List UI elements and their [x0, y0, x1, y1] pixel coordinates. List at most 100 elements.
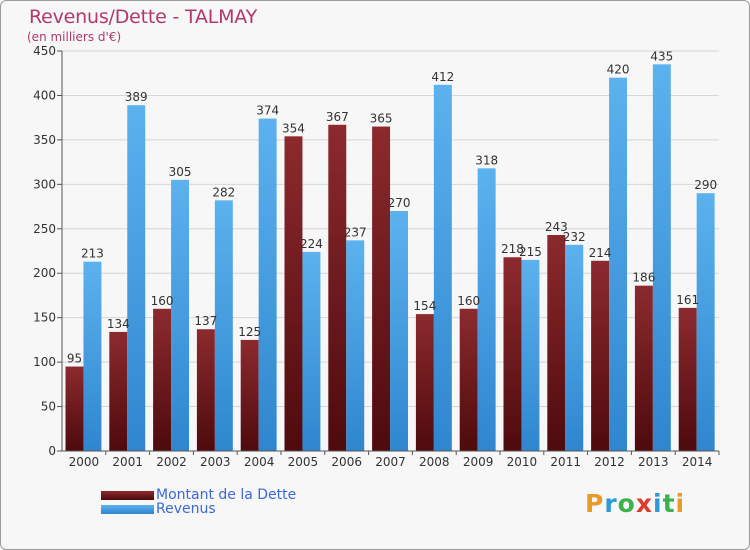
debt-bar — [415, 314, 434, 451]
debt-bar — [459, 308, 478, 451]
revenue-bar-value-label: 215 — [519, 245, 542, 259]
revenue-bar — [171, 179, 190, 451]
debt-bar-value-label: 218 — [501, 242, 524, 256]
x-tick-label: 2012 — [594, 455, 625, 469]
debt-bar — [65, 366, 84, 451]
debt-bar — [372, 126, 391, 452]
debt-bar — [153, 308, 172, 451]
revenue-bar-value-label: 412 — [431, 70, 454, 84]
logo-letter: t — [662, 489, 676, 518]
debt-bar — [284, 136, 303, 452]
debt-bar-value-label: 214 — [589, 246, 612, 260]
debt-bar — [328, 124, 347, 452]
debt-bar-value-label: 134 — [107, 317, 130, 331]
debt-bar-value-label: 154 — [413, 299, 436, 313]
legend-label-dette: Montant de la Dette — [156, 487, 297, 503]
legend-swatch-revenus — [101, 505, 154, 514]
revenue-bar — [433, 84, 452, 452]
revenue-bar-value-label: 237 — [344, 225, 367, 239]
x-tick-label: 2014 — [682, 455, 713, 469]
revenue-bar-value-label: 213 — [81, 247, 104, 261]
revenue-bar — [652, 64, 671, 452]
y-tick-label: 400 — [33, 88, 56, 102]
revenue-bar — [477, 168, 496, 452]
revenue-bar — [346, 240, 365, 451]
y-tick-label: 150 — [33, 311, 56, 325]
y-tick-label: 50 — [41, 400, 56, 414]
revenue-bar — [390, 211, 409, 451]
x-tick-label: 2008 — [419, 455, 450, 469]
y-tick-label: 200 — [33, 266, 56, 280]
revenue-bar-value-label: 232 — [563, 230, 586, 244]
debt-bar — [196, 329, 215, 451]
x-tick-label: 2000 — [69, 455, 100, 469]
y-tick-label: 250 — [33, 222, 56, 236]
logo-letter: o — [617, 489, 636, 518]
debt-bar — [634, 285, 653, 451]
y-tick-label: 0 — [48, 444, 56, 458]
revenue-bar-value-label: 282 — [212, 185, 235, 199]
logo-letter: i — [653, 489, 663, 518]
revenue-bar-value-label: 389 — [125, 90, 148, 104]
revenue-bar — [565, 244, 584, 451]
logo-letter: x — [635, 489, 653, 518]
x-tick-label: 2002 — [156, 455, 187, 469]
y-tick-label: 450 — [33, 44, 56, 58]
x-tick-label: 2011 — [550, 455, 581, 469]
x-tick-label: 2001 — [112, 455, 143, 469]
debt-bar-value-label: 365 — [370, 112, 393, 126]
y-tick-label: 100 — [33, 355, 56, 369]
x-tick-label: 2006 — [331, 455, 362, 469]
revenue-bar-value-label: 305 — [169, 165, 192, 179]
x-tick-label: 2007 — [375, 455, 406, 469]
debt-bar-value-label: 125 — [238, 325, 261, 339]
chart-subtitle: (en milliers d'€) — [27, 30, 122, 44]
revenue-bar — [258, 118, 277, 452]
x-tick-label: 2010 — [507, 455, 538, 469]
revenue-bar-value-label: 420 — [607, 63, 630, 77]
debt-bar-value-label: 367 — [326, 110, 349, 124]
debt-bar — [109, 331, 128, 451]
y-tick-label: 350 — [33, 133, 56, 147]
revenue-bar-value-label: 318 — [475, 153, 498, 167]
revenue-bar-value-label: 290 — [694, 178, 717, 192]
x-tick-label: 2009 — [463, 455, 494, 469]
debt-bar-value-label: 354 — [282, 121, 305, 135]
debt-bar-value-label: 137 — [194, 314, 217, 328]
revenue-bar-value-label: 374 — [256, 104, 279, 118]
debt-bar — [591, 260, 610, 451]
y-tick-label: 300 — [33, 177, 56, 191]
revenue-bar-value-label: 435 — [650, 49, 673, 63]
revenue-bar-value-label: 270 — [388, 196, 411, 210]
debt-bar-value-label: 160 — [151, 294, 174, 308]
revenue-bar — [521, 259, 540, 451]
revenue-bar — [302, 251, 321, 451]
debt-bar-value-label: 160 — [457, 294, 480, 308]
logo-letter: r — [604, 489, 618, 518]
logo-letter: P — [585, 489, 605, 518]
x-tick-label: 2003 — [200, 455, 231, 469]
revenue-bar — [83, 261, 102, 451]
debt-bar-value-label: 95 — [67, 352, 82, 366]
revenue-bar — [609, 77, 628, 452]
debt-bar — [678, 307, 697, 451]
revenue-bar — [696, 193, 715, 451]
revenue-bar — [214, 200, 233, 451]
x-tick-label: 2004 — [244, 455, 275, 469]
legend-swatch-dette — [101, 491, 154, 500]
debt-bar — [240, 339, 259, 451]
revenue-bar-value-label: 224 — [300, 237, 323, 251]
proxiti-logo: Proxiti — [585, 489, 685, 518]
debt-bar-value-label: 186 — [632, 271, 655, 285]
chart-title: Revenus/Dette - TALMAY — [29, 6, 258, 28]
debt-bar — [503, 257, 522, 451]
debt-bar-value-label: 161 — [676, 293, 699, 307]
legend-label-revenus: Revenus — [156, 501, 216, 517]
x-tick-label: 2005 — [288, 455, 319, 469]
x-tick-label: 2013 — [638, 455, 669, 469]
debt-bar-value-label: 243 — [545, 220, 568, 234]
logo-letter: i — [675, 489, 686, 518]
revenue-bar — [127, 105, 146, 451]
